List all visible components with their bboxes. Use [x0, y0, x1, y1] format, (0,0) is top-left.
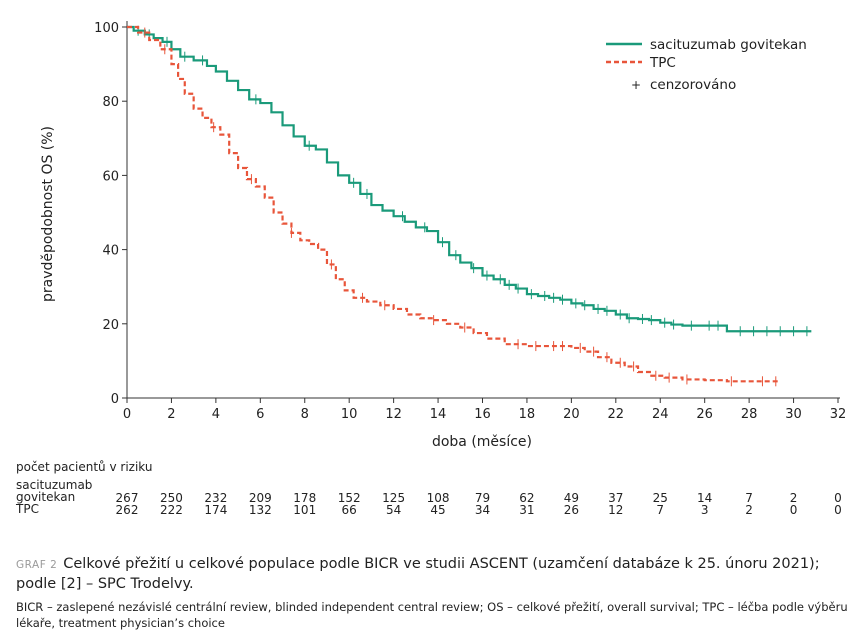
x-tick-label: 10	[341, 407, 358, 422]
x-tick-label: 12	[385, 407, 402, 422]
y-tick-label: 0	[111, 392, 119, 407]
x-tick-label: 20	[563, 407, 580, 422]
risk-value: 34	[474, 503, 491, 517]
x-tick-label: 18	[519, 407, 536, 422]
y-tick-label: 80	[102, 95, 119, 110]
risk-value: 62	[519, 491, 535, 505]
risk-value: 66	[341, 503, 357, 517]
risk-value: 178	[293, 491, 317, 505]
x-tick-label: 22	[608, 407, 625, 422]
risk-value: 222	[159, 503, 183, 517]
risk-value: 0	[834, 503, 842, 517]
risk-value: 26	[563, 503, 580, 517]
x-tick-label: 14	[430, 407, 447, 422]
risk-value: 267	[115, 491, 139, 505]
risk-value: 7	[745, 491, 753, 505]
risk-value: 232	[204, 491, 228, 505]
chart-axes: 0 2 4 6 8 10 12 14 16 18 20 22 24 26 28 30 3202040608010…	[94, 21, 846, 422]
risk-value: 54	[385, 503, 402, 517]
y-axis-label: pravděpodobnost OS (%)	[40, 126, 56, 302]
caption-text: Celkové přežití u celkové populace podle…	[16, 556, 820, 592]
risk-row-label: sacituzumab	[16, 478, 93, 492]
risk-value: 37	[608, 491, 624, 505]
risk-value: 12	[608, 503, 624, 517]
figure-caption: GRAF 2 Celkové přežití u celkové populace…	[16, 555, 851, 594]
y-tick-label: 100	[94, 21, 119, 36]
risk-value: 2	[745, 503, 753, 517]
legend-censor-label: cenzorováno	[650, 77, 736, 93]
x-tick-label: 28	[741, 407, 758, 422]
risk-value: 262	[115, 503, 139, 517]
y-tick-label: 40	[102, 244, 119, 259]
risk-value: 7	[656, 503, 665, 517]
risk-value: 0	[789, 503, 798, 517]
risk-value: 132	[248, 503, 272, 517]
risk-value: 174	[204, 503, 228, 517]
x-tick-label: 26	[696, 407, 713, 422]
risk-value: 31	[519, 503, 535, 517]
x-tick-label: 32	[830, 407, 847, 422]
risk-value: 25	[652, 491, 668, 505]
risk-value: 209	[248, 491, 272, 505]
risk-value: 0	[834, 491, 842, 505]
km-line-tpc	[127, 25, 781, 383]
x-tick-label: 24	[652, 407, 669, 422]
legend-label: sacituzumab govitekan	[650, 37, 807, 53]
legend-label: TPC	[649, 55, 676, 71]
x-tick-label: 16	[474, 407, 491, 422]
km-line-sacituzumab	[127, 25, 812, 333]
chart-legend: sacituzumab govitekan TPC + cenzorováno	[606, 37, 807, 93]
risk-value: 79	[474, 491, 491, 505]
risk-value: 49	[563, 491, 580, 505]
risk-value: 2	[789, 491, 798, 505]
risk-table-title: počet pacientů v riziku	[16, 460, 153, 474]
x-tick-label: 8	[301, 407, 309, 422]
x-tick-label: 0	[123, 407, 131, 422]
km-chart: 0 2 4 6 8 10 12 14 16 18 20 22 24 26 28 30 3202040608010…	[40, 21, 846, 450]
legend-censor-symbol: +	[631, 78, 641, 92]
y-tick-label: 20	[102, 318, 119, 333]
risk-value: 250	[159, 491, 183, 505]
y-tick-label: 60	[102, 169, 119, 184]
x-tick-label: 4	[212, 407, 220, 422]
x-tick-label: 30	[785, 407, 802, 422]
risk-value: 101	[293, 503, 317, 517]
risk-value: 152	[337, 491, 361, 505]
risk-value: 125	[382, 491, 406, 505]
risk-value: 14	[697, 491, 713, 505]
chart-plot-area	[127, 25, 812, 387]
figure-footnote: BICR – zaslepené nezávislé centrální rev…	[16, 600, 848, 630]
x-tick-label: 2	[167, 407, 175, 422]
risk-row-label: govitekan	[16, 490, 76, 504]
x-axis-label: doba (měsíce)	[432, 434, 532, 450]
risk-value: 45	[430, 503, 446, 517]
x-tick-label: 6	[256, 407, 264, 422]
risk-row-label: TPC	[16, 502, 39, 516]
figure-tag: GRAF 2	[16, 559, 58, 571]
risk-value: 3	[700, 503, 709, 517]
risk-value: 108	[426, 491, 450, 505]
